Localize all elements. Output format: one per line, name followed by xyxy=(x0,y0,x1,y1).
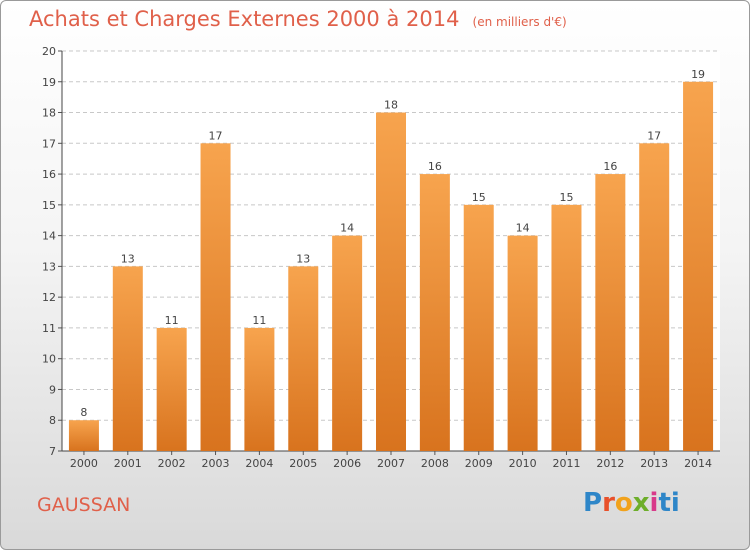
bar xyxy=(463,204,494,451)
x-tick-label: 2008 xyxy=(421,457,449,470)
data-label: 19 xyxy=(691,68,705,81)
x-tick-label: 2013 xyxy=(640,457,668,470)
x-tick-label: 2002 xyxy=(158,457,186,470)
y-tick-label: 16 xyxy=(42,168,56,181)
data-label: 17 xyxy=(647,129,661,142)
bar xyxy=(332,235,363,451)
y-tick-label: 12 xyxy=(42,291,56,304)
x-tick-label: 2000 xyxy=(70,457,98,470)
data-label: 16 xyxy=(603,160,617,173)
bar xyxy=(419,174,450,452)
x-tick-label: 2009 xyxy=(465,457,493,470)
data-label: 16 xyxy=(428,160,442,173)
logo-letter: o xyxy=(614,488,633,518)
proxiti-logo: Proxiti xyxy=(583,488,680,518)
data-label: 11 xyxy=(252,314,266,327)
bar xyxy=(200,143,231,452)
bar xyxy=(551,204,582,451)
bar xyxy=(376,112,406,452)
y-tick-label: 17 xyxy=(42,137,56,150)
bar xyxy=(244,327,275,451)
data-label: 14 xyxy=(340,222,354,235)
y-tick-label: 15 xyxy=(42,199,56,212)
y-tick-label: 11 xyxy=(42,322,56,335)
data-label: 14 xyxy=(516,222,530,235)
data-label: 17 xyxy=(209,129,223,142)
logo-letter: i xyxy=(670,488,680,518)
commune-name: GAUSSAN xyxy=(37,494,131,516)
bar xyxy=(156,327,187,451)
data-label: 18 xyxy=(384,99,398,112)
data-label: 13 xyxy=(296,252,310,265)
y-tick-label: 14 xyxy=(42,230,56,243)
x-tick-label: 2005 xyxy=(289,457,317,470)
x-tick-label: 2006 xyxy=(333,457,361,470)
y-tick-label: 19 xyxy=(42,76,56,89)
y-tick-label: 7 xyxy=(49,445,56,458)
y-tick-label: 13 xyxy=(42,260,56,273)
chart-subtitle: (en milliers d'€) xyxy=(472,15,567,29)
bar xyxy=(683,81,714,452)
logo-letter: i xyxy=(649,488,659,518)
x-tick-label: 2010 xyxy=(509,457,537,470)
chart-title: Achats et Charges Externes 2000 à 2014 xyxy=(29,7,460,31)
bar xyxy=(507,235,538,451)
logo-letter: x xyxy=(632,488,650,518)
y-tick-label: 20 xyxy=(42,45,56,58)
y-tick-label: 9 xyxy=(49,383,56,396)
x-tick-label: 2004 xyxy=(245,457,273,470)
data-label: 8 xyxy=(80,406,87,419)
data-label: 13 xyxy=(121,252,135,265)
bar xyxy=(288,266,319,451)
x-tick-label: 2012 xyxy=(596,457,624,470)
bar xyxy=(595,174,626,452)
data-label: 11 xyxy=(165,314,179,327)
y-tick-label: 18 xyxy=(42,107,56,120)
chart-title-block: Achats et Charges Externes 2000 à 2014 (… xyxy=(29,7,567,31)
x-tick-label: 2007 xyxy=(377,457,405,470)
data-label: 15 xyxy=(472,191,486,204)
x-tick-label: 2001 xyxy=(114,457,142,470)
logo-letter: t xyxy=(658,488,671,518)
x-tick-label: 2003 xyxy=(202,457,230,470)
bar xyxy=(639,143,670,452)
bar xyxy=(112,266,143,451)
bar xyxy=(68,420,99,451)
y-tick-label: 8 xyxy=(49,414,56,427)
logo-letter: P xyxy=(583,488,603,518)
x-tick-label: 2011 xyxy=(552,457,580,470)
y-tick-label: 10 xyxy=(42,353,56,366)
logo-letter: r xyxy=(602,488,615,518)
data-label: 15 xyxy=(559,191,573,204)
x-tick-label: 2014 xyxy=(684,457,712,470)
